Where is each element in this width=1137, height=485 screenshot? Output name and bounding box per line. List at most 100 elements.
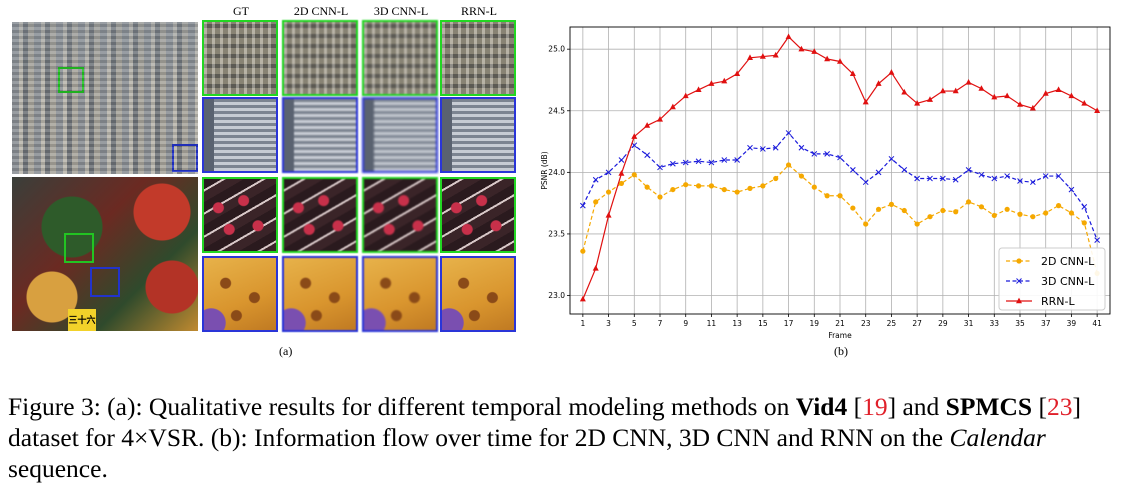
panel-a-label: (a) (279, 344, 293, 358)
x-tick-label: 13 (732, 319, 742, 328)
caption-citation-link[interactable]: 19 (862, 392, 888, 421)
data-point (824, 151, 830, 157)
x-tick-label: 15 (758, 319, 768, 328)
crop-2dcnn-city-green (282, 20, 358, 96)
data-point (760, 146, 766, 152)
data-point (772, 51, 779, 58)
data-point (849, 70, 856, 77)
crop-3dcnn-city-green (362, 20, 438, 96)
data-point (644, 184, 650, 190)
data-point (991, 175, 998, 182)
data-point (721, 77, 728, 84)
x-tick-label: 1 (580, 319, 585, 328)
data-point (695, 158, 702, 165)
x-tick-label: 19 (810, 319, 820, 328)
data-point (747, 54, 753, 60)
data-point (901, 207, 907, 214)
data-point (708, 183, 715, 189)
data-point (1017, 211, 1023, 217)
data-point (605, 189, 612, 195)
series-2d-cnn-l (580, 162, 1100, 276)
data-point (682, 159, 689, 166)
data-point (1068, 186, 1075, 193)
panel-b-psnr-chart: 1 3 5 7 9 11 13 15 17 19 21 23 25 27 29 31 33 35 37 39 41 23.… (535, 0, 1137, 365)
x-tick-label: 27 (912, 319, 922, 328)
data-point (862, 98, 869, 105)
crop-gt-art-green (202, 177, 278, 253)
data-point (901, 88, 908, 95)
crop-2dcnn-city-blue (282, 97, 358, 173)
x-tick-label: 39 (1067, 319, 1077, 328)
data-point (824, 193, 830, 199)
blue-roi-box (172, 144, 198, 172)
data-point (978, 85, 985, 91)
data-point (875, 206, 882, 212)
y-tick-label: 23.0 (548, 291, 565, 300)
data-point (952, 176, 959, 183)
series-line (582, 132, 1098, 241)
data-point (1068, 210, 1075, 216)
data-point (1030, 179, 1036, 186)
data-point (965, 79, 972, 85)
data-point (1043, 210, 1049, 216)
data-point (682, 92, 689, 99)
blue-roi-box (90, 267, 120, 297)
data-point (708, 80, 715, 86)
data-point (631, 133, 638, 139)
data-point (914, 221, 920, 227)
data-point (773, 175, 779, 182)
legend-label: 2D CNN-L (1041, 255, 1095, 268)
data-point (605, 169, 612, 176)
data-point (952, 87, 959, 94)
data-point (1068, 92, 1075, 99)
data-point (1030, 214, 1036, 220)
data-point (850, 205, 856, 211)
column-header-rrn: RRN-L (461, 4, 497, 18)
data-point (1004, 206, 1010, 212)
crop-rrn-art-blue (440, 256, 516, 332)
data-point (721, 186, 727, 193)
data-point (1017, 101, 1023, 107)
data-point (901, 167, 908, 173)
data-point (631, 142, 638, 149)
data-point (875, 80, 882, 86)
data-point (927, 175, 933, 182)
y-tick-label: 24.0 (548, 168, 565, 177)
data-point (772, 144, 779, 151)
crop-rrn-art-green (440, 177, 516, 253)
x-tick-label: 17 (784, 319, 794, 328)
crop-rrn-city-green (440, 20, 516, 96)
data-point (939, 87, 946, 94)
data-point (940, 207, 946, 214)
panel-a-qualitative: GT 2D CNN-L 3D CNN-L RRN-L 三十六 (a) (0, 0, 530, 365)
vid4-city-frame-image (12, 22, 198, 174)
legend-entry: 3D CNN-L (1006, 275, 1095, 288)
data-point (1017, 178, 1023, 184)
data-point (824, 55, 831, 62)
data-point (837, 58, 843, 64)
data-point (657, 164, 663, 171)
x-tick-label: 21 (835, 319, 845, 328)
data-point (592, 265, 599, 271)
data-point (1029, 104, 1036, 111)
x-tick-label: 5 (632, 319, 637, 328)
data-point (1042, 173, 1049, 179)
legend-label: 3D CNN-L (1041, 275, 1095, 288)
y-tick-label: 23.5 (548, 229, 565, 238)
x-tick-label: 23 (861, 319, 871, 328)
data-point (669, 103, 676, 110)
data-point (670, 186, 676, 193)
caption-citation-link[interactable]: 23 (1046, 392, 1073, 421)
figure-caption: Figure 3: (a): Qualitative results for d… (8, 392, 1081, 483)
caption-prefix: Figure 3: (a): Qualitative results for d… (8, 392, 796, 421)
y-axis-label: PSNR (dB) (540, 151, 549, 189)
data-point (580, 248, 586, 254)
data-point (914, 175, 920, 182)
data-point (798, 173, 805, 179)
data-point (618, 157, 625, 163)
data-point (605, 212, 612, 218)
x-tick-label: 29 (938, 319, 948, 328)
data-point (1081, 99, 1088, 106)
data-point (721, 157, 728, 163)
data-point (670, 160, 676, 167)
